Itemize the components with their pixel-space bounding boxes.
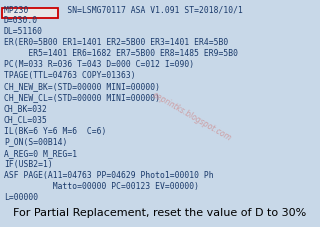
Text: MP230        SN=LSMG70117 ASA V1.091 ST=2018/10/1: MP230 SN=LSMG70117 ASA V1.091 ST=2018/10… xyxy=(4,5,243,14)
Text: TPAGE(TTL=04763 COPY=01363): TPAGE(TTL=04763 COPY=01363) xyxy=(4,71,135,80)
FancyBboxPatch shape xyxy=(2,7,58,18)
Text: DL=51160: DL=51160 xyxy=(4,27,43,36)
Text: Matto=00000 PC=00123 EV=00000): Matto=00000 PC=00123 EV=00000) xyxy=(4,182,199,191)
Text: CH_BK=032: CH_BK=032 xyxy=(4,104,48,114)
Text: IL(BK=6 Y=6 M=6  C=6): IL(BK=6 Y=6 M=6 C=6) xyxy=(4,127,106,136)
Text: CH_NEW_CL=(STD=00000 MINI=00000): CH_NEW_CL=(STD=00000 MINI=00000) xyxy=(4,94,160,102)
Text: P_ON(S=00B14): P_ON(S=00B14) xyxy=(4,138,67,147)
Text: ASF PAGE(A11=04763 PP=04629 Photo1=00010 Ph: ASF PAGE(A11=04763 PP=04629 Photo1=00010… xyxy=(4,171,213,180)
Text: eeprintks.blogspot.com: eeprintks.blogspot.com xyxy=(151,90,233,143)
Text: A_REG=0 M_REG=1: A_REG=0 M_REG=1 xyxy=(4,149,77,158)
Text: CH_CL=035: CH_CL=035 xyxy=(4,116,48,125)
Text: ER5=1401 ER6=1682 ER7=5B00 ER8=1485 ER9=5B0: ER5=1401 ER6=1682 ER7=5B00 ER8=1485 ER9=… xyxy=(4,49,238,58)
Text: L=00000: L=00000 xyxy=(4,193,38,202)
Text: D=030.0: D=030.0 xyxy=(4,16,38,25)
Text: For Partial Replacement, reset the value of D to 30%: For Partial Replacement, reset the value… xyxy=(13,208,307,218)
Text: IF(USB2=1): IF(USB2=1) xyxy=(4,160,52,169)
Text: ER(ER0=5B00 ER1=1401 ER2=5B00 ER3=1401 ER4=5B0: ER(ER0=5B00 ER1=1401 ER2=5B00 ER3=1401 E… xyxy=(4,38,228,47)
Text: CH_NEW_BK=(STD=00000 MINI=00000): CH_NEW_BK=(STD=00000 MINI=00000) xyxy=(4,82,160,91)
Text: PC(M=033 R=036 T=043 D=000 C=012 I=090): PC(M=033 R=036 T=043 D=000 C=012 I=090) xyxy=(4,60,194,69)
